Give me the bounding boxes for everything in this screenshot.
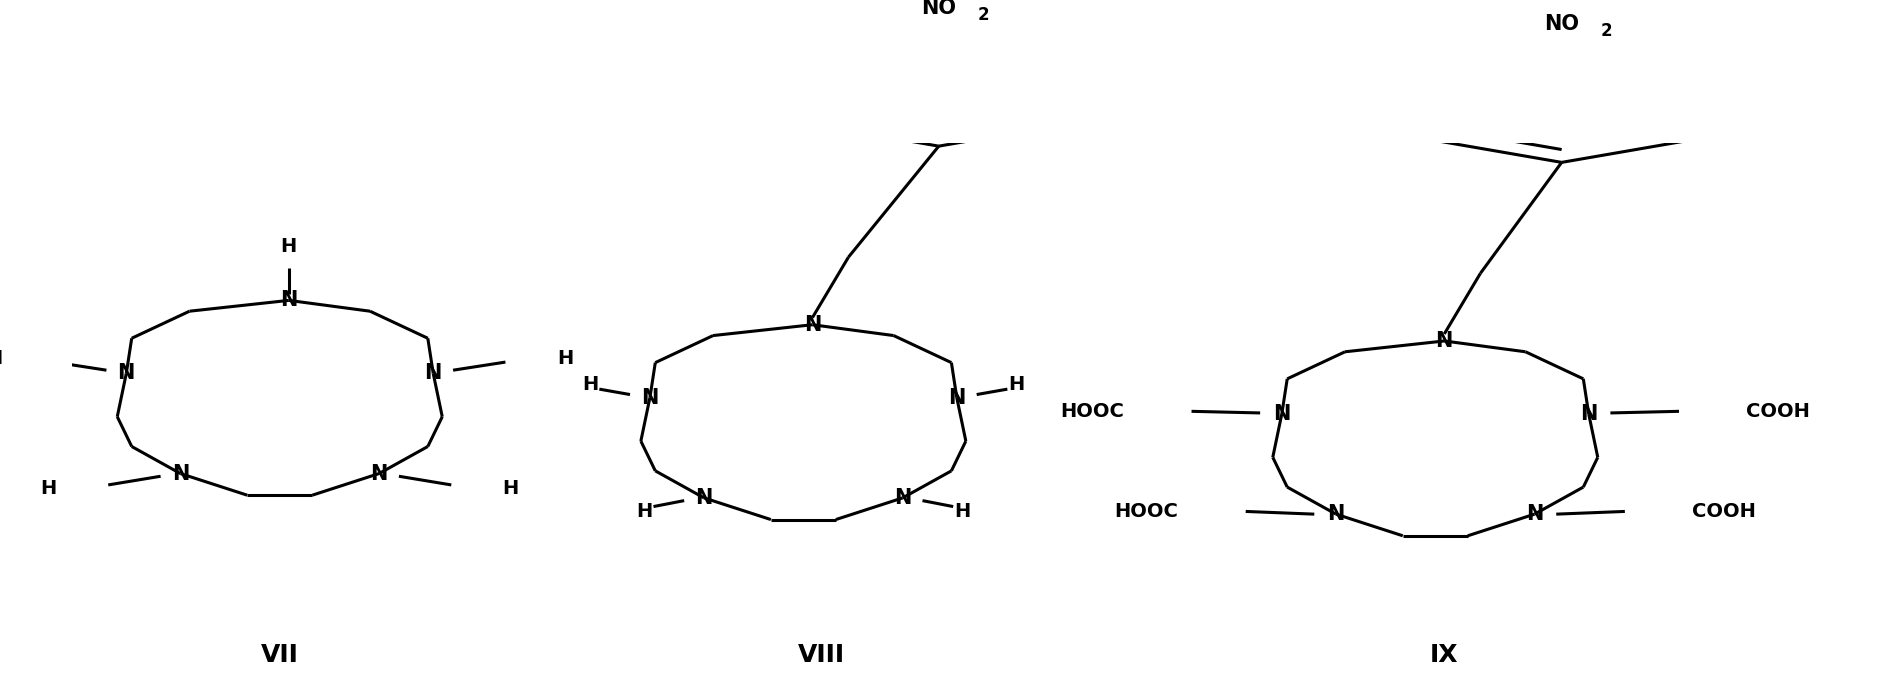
Text: H: H	[637, 502, 652, 521]
Text: NO: NO	[921, 0, 956, 18]
Text: N: N	[1274, 404, 1291, 424]
Text: N: N	[425, 364, 442, 383]
Text: H: H	[280, 237, 297, 256]
Text: N: N	[641, 388, 658, 407]
Text: N: N	[280, 290, 297, 310]
Text: H: H	[582, 375, 598, 394]
Text: N: N	[1526, 504, 1543, 524]
Text: N: N	[695, 488, 712, 508]
Text: N: N	[804, 315, 821, 335]
Text: 2: 2	[1601, 23, 1612, 40]
Text: 2: 2	[979, 6, 990, 24]
Text: N: N	[370, 464, 387, 484]
Text: H: H	[1009, 375, 1024, 394]
Text: H: H	[504, 480, 519, 498]
Text: N: N	[1327, 504, 1345, 524]
Text: N: N	[894, 488, 911, 508]
Text: H: H	[0, 348, 2, 368]
Text: N: N	[171, 464, 190, 484]
Text: N: N	[1580, 404, 1597, 424]
Text: H: H	[556, 348, 573, 368]
Text: COOH: COOH	[1693, 502, 1757, 521]
Text: N: N	[949, 388, 966, 407]
Text: VII: VII	[261, 643, 299, 667]
Text: HOOC: HOOC	[1114, 502, 1178, 521]
Text: H: H	[41, 480, 56, 498]
Text: NO: NO	[1545, 14, 1578, 34]
Text: IX: IX	[1430, 643, 1458, 667]
Text: VIII: VIII	[799, 643, 846, 667]
Text: COOH: COOH	[1746, 402, 1809, 421]
Text: HOOC: HOOC	[1060, 402, 1124, 421]
Text: H: H	[955, 502, 970, 521]
Text: N: N	[1436, 331, 1452, 351]
Text: N: N	[118, 364, 135, 383]
